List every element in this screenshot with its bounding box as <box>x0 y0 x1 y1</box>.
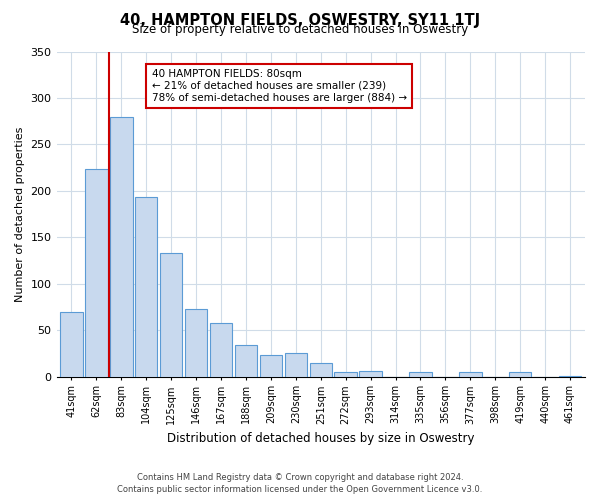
Bar <box>210 322 232 376</box>
Bar <box>185 308 208 376</box>
Bar <box>359 371 382 376</box>
Y-axis label: Number of detached properties: Number of detached properties <box>15 126 25 302</box>
Text: Size of property relative to detached houses in Oswestry: Size of property relative to detached ho… <box>132 22 468 36</box>
Bar <box>284 354 307 376</box>
Bar <box>509 372 532 376</box>
Bar <box>235 345 257 376</box>
Bar <box>60 312 83 376</box>
Text: Contains HM Land Registry data © Crown copyright and database right 2024.
Contai: Contains HM Land Registry data © Crown c… <box>118 472 482 494</box>
Bar <box>459 372 482 376</box>
Text: 40 HAMPTON FIELDS: 80sqm
← 21% of detached houses are smaller (239)
78% of semi-: 40 HAMPTON FIELDS: 80sqm ← 21% of detach… <box>152 70 407 102</box>
Bar <box>310 362 332 376</box>
X-axis label: Distribution of detached houses by size in Oswestry: Distribution of detached houses by size … <box>167 432 475 445</box>
Bar <box>85 168 107 376</box>
Text: 40, HAMPTON FIELDS, OSWESTRY, SY11 1TJ: 40, HAMPTON FIELDS, OSWESTRY, SY11 1TJ <box>120 12 480 28</box>
Bar <box>334 372 357 376</box>
Bar <box>110 116 133 376</box>
Bar <box>135 198 157 376</box>
Bar <box>260 355 282 376</box>
Bar <box>409 372 431 376</box>
Bar <box>160 253 182 376</box>
